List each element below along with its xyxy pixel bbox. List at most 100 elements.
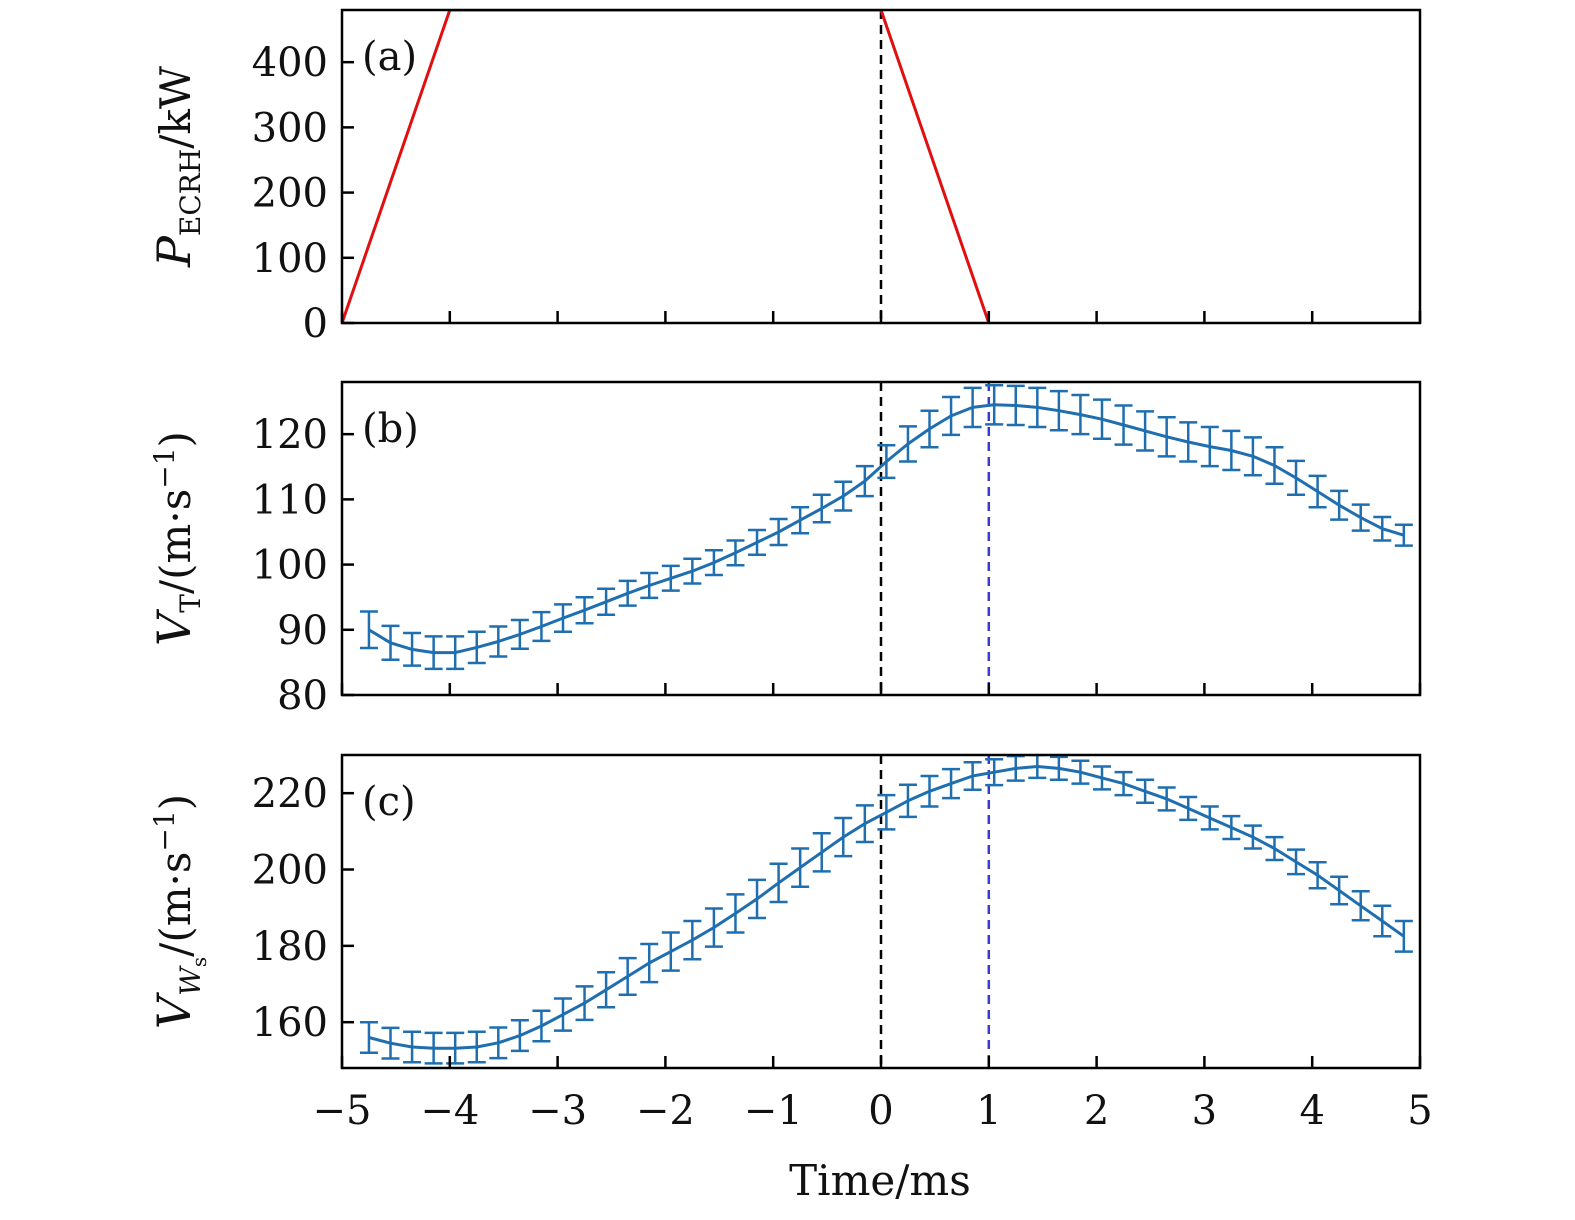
error-bar xyxy=(1157,786,1176,812)
error-bar xyxy=(467,630,486,665)
error-bar xyxy=(1028,386,1047,429)
error-bar xyxy=(1373,515,1392,542)
error-bar xyxy=(877,444,896,480)
error-bar xyxy=(597,587,616,617)
error-bar xyxy=(661,564,680,592)
error-bar xyxy=(769,517,788,547)
error-bar xyxy=(812,493,831,524)
error-bar xyxy=(1092,765,1111,791)
error-bar xyxy=(1394,523,1413,547)
error-bar xyxy=(532,610,551,643)
error-bar xyxy=(1006,384,1025,427)
y-tick-label: 160 xyxy=(252,1000,328,1046)
error-bar xyxy=(855,804,874,844)
error-bar xyxy=(1222,814,1241,841)
error-bar xyxy=(532,1009,551,1043)
error-bar xyxy=(424,635,443,671)
y-axis-label: VT/(m·s−1) xyxy=(147,431,207,646)
error-bar xyxy=(359,1020,378,1054)
panel-a: 0 100 200 300 400 (a) PECRH/kW xyxy=(147,8,1422,347)
error-bar xyxy=(661,931,680,972)
error-bar xyxy=(640,571,659,600)
error-bar xyxy=(597,970,616,1009)
y-tick-label: 0 xyxy=(303,301,328,347)
error-bar xyxy=(553,997,572,1032)
error-bar xyxy=(834,480,853,512)
error-bar xyxy=(726,893,745,934)
error-bar xyxy=(704,907,723,948)
x-tick-label: 0 xyxy=(868,1088,893,1134)
error-bar xyxy=(791,847,810,888)
y-axis-label: PECRH/kW xyxy=(147,65,207,268)
error-bar xyxy=(812,832,831,873)
error-bar xyxy=(985,757,1004,787)
error-bar xyxy=(898,783,917,819)
y-tick-label: 300 xyxy=(252,105,328,151)
y-tick-label: 180 xyxy=(252,924,328,970)
y-tick-label: 110 xyxy=(252,477,328,523)
error-bar xyxy=(726,539,745,567)
y-tick-label: 200 xyxy=(252,848,328,894)
error-bar xyxy=(683,557,702,585)
error-bar xyxy=(1265,445,1284,485)
y-tick-label: 120 xyxy=(252,412,328,458)
error-bar xyxy=(1394,919,1413,953)
error-bar xyxy=(1308,861,1327,890)
error-bar xyxy=(834,816,853,858)
error-bar xyxy=(1200,805,1219,831)
panel-label: (a) xyxy=(362,34,417,80)
error-bar xyxy=(1200,425,1219,468)
error-bar xyxy=(1373,904,1392,938)
error-bar xyxy=(575,985,594,1022)
error-bar xyxy=(1308,474,1327,509)
error-bar xyxy=(1136,410,1155,452)
error-bar xyxy=(553,603,572,633)
error-bar xyxy=(510,618,529,650)
error-bar xyxy=(1265,835,1284,862)
error-bar xyxy=(1351,503,1370,532)
error-bar xyxy=(942,767,961,800)
x-axis-label: Time/ms xyxy=(789,1156,971,1205)
error-bar xyxy=(769,862,788,904)
error-bar xyxy=(855,464,874,498)
error-bar xyxy=(1071,393,1090,436)
error-bar xyxy=(942,395,961,437)
x-tick-label: 1 xyxy=(976,1088,1001,1134)
error-bar xyxy=(359,610,378,650)
error-bar xyxy=(1071,759,1090,785)
error-bar xyxy=(1157,415,1176,458)
error-bar xyxy=(704,548,723,577)
series-line xyxy=(342,10,991,323)
error-bar xyxy=(381,1026,400,1060)
error-bar xyxy=(1092,398,1111,440)
error-bar xyxy=(1243,824,1262,850)
y-tick-label: 80 xyxy=(277,673,328,719)
error-bar xyxy=(898,425,917,463)
error-bar xyxy=(877,793,896,831)
panel-label: (c) xyxy=(362,779,416,825)
error-bar xyxy=(748,878,767,920)
error-bar xyxy=(467,1030,486,1064)
x-tick-label: 4 xyxy=(1299,1088,1324,1134)
error-bar xyxy=(1179,795,1198,822)
x-tick-label: −1 xyxy=(744,1088,803,1134)
error-bar xyxy=(1114,404,1133,446)
x-tick-label: −4 xyxy=(420,1088,479,1134)
error-bar xyxy=(489,1026,508,1060)
error-bar xyxy=(1351,890,1370,922)
error-bar xyxy=(920,774,939,808)
error-bar xyxy=(985,384,1004,426)
error-bar xyxy=(1179,421,1198,463)
error-bar xyxy=(1243,436,1262,477)
y-tick-label: 220 xyxy=(252,771,328,817)
error-bar xyxy=(1222,429,1241,472)
x-tick-label: −3 xyxy=(528,1088,587,1134)
error-bar xyxy=(403,631,422,667)
y-tick-label: 100 xyxy=(252,236,328,282)
x-tick-label: −5 xyxy=(313,1088,372,1134)
error-bar xyxy=(920,409,939,449)
error-bar xyxy=(1330,875,1349,906)
error-bar xyxy=(683,919,702,961)
error-bar xyxy=(1028,755,1047,780)
